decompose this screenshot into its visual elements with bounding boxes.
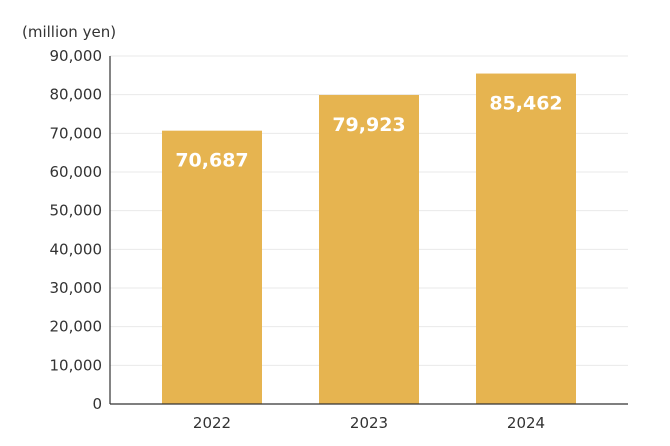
y-tick-label: 0: [92, 395, 102, 413]
axes: [109, 56, 628, 405]
y-axis-unit-label: (million yen): [22, 23, 116, 41]
y-tick-labels: 0 10,000 20,000 30,000 40,000 50,000 60,000 70,…: [50, 47, 103, 413]
y-tick-label: 30,000: [50, 279, 103, 297]
y-tick-label: 90,000: [50, 47, 103, 65]
x-category-label: 2024: [507, 414, 545, 432]
data-labels: 70,687 79,923 85,462: [175, 93, 562, 172]
bar-2024: [476, 73, 576, 404]
x-category-label: 2022: [193, 414, 231, 432]
bars: [162, 73, 576, 404]
x-category-labels: 2022 2023 2024: [193, 414, 545, 432]
y-tick-label: 10,000: [50, 356, 103, 374]
data-label: 85,462: [489, 93, 562, 115]
y-tick-label: 70,000: [50, 124, 103, 142]
x-category-label: 2023: [350, 414, 388, 432]
bar-2023: [319, 94, 419, 404]
data-label: 70,687: [175, 150, 248, 172]
bar-2022: [162, 130, 262, 404]
y-tick-label: 50,000: [50, 202, 103, 220]
y-tick-label: 80,000: [50, 86, 103, 104]
y-tick-label: 60,000: [50, 163, 103, 181]
y-tick-label: 40,000: [50, 240, 103, 258]
data-label: 79,923: [332, 114, 405, 136]
y-tick-label: 20,000: [50, 318, 103, 336]
